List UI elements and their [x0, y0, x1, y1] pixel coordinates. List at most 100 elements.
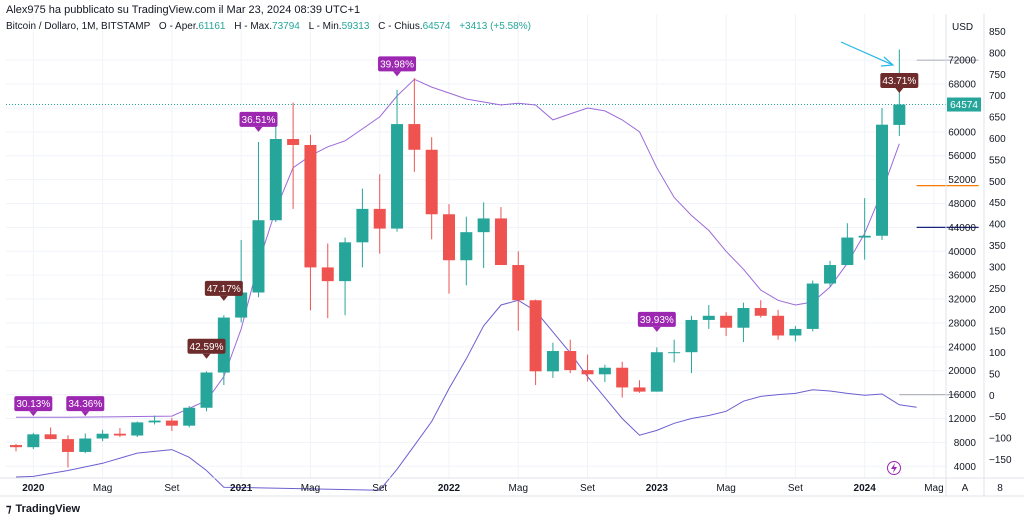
candle-body [27, 434, 40, 448]
candle-body [339, 242, 352, 282]
percent-label-text: 47.17% [207, 284, 241, 295]
candle [96, 429, 109, 442]
price-tick-label: 68000 [948, 80, 976, 91]
percent-label-box [378, 56, 417, 72]
candle-body [304, 144, 317, 268]
secondary-tick-label: −150 [989, 455, 1012, 466]
candle-body [668, 352, 681, 354]
secondary-tick-label: 150 [989, 327, 1006, 338]
candle-body [443, 214, 455, 261]
price-tick-label: 20000 [948, 366, 976, 377]
percent-label-pointer [202, 353, 211, 359]
candle-body [408, 124, 421, 150]
candle [876, 107, 888, 240]
candle [165, 417, 178, 432]
candle [356, 188, 369, 268]
candle [650, 347, 663, 392]
price-tick-label: 4000 [954, 462, 977, 473]
secondary-tick-label: 50 [989, 369, 1001, 380]
candle-body [633, 387, 646, 392]
secondary-tick-label: 700 [989, 91, 1006, 102]
candle [200, 371, 213, 412]
candle [148, 415, 161, 425]
price-tick-label: 36000 [948, 271, 976, 282]
open-label: O - Aper. [158, 21, 199, 32]
candle [113, 428, 126, 438]
candle-body [165, 420, 178, 426]
percent-label: 43.71% [880, 73, 919, 94]
current-price-text: 64574 [950, 100, 978, 111]
candle [633, 380, 646, 393]
percent-label-box [880, 73, 919, 89]
candle [44, 427, 57, 440]
candle [529, 299, 542, 386]
secondary-tick-label: 200 [989, 305, 1006, 316]
x-tick-label: 2024 [854, 483, 877, 494]
candle [27, 432, 40, 449]
candle-body [893, 104, 906, 125]
secondary-tick-label: 0 [989, 391, 995, 402]
candle-body [564, 351, 577, 371]
candle-body [235, 292, 248, 318]
secondary-tick-label: 250 [989, 284, 1006, 295]
price-tick-label: 24000 [948, 342, 976, 353]
percent-label-pointer [254, 126, 263, 132]
candle-body [772, 315, 785, 336]
x-tick-label: 2023 [646, 483, 669, 494]
percent-label: 34.36% [66, 396, 105, 417]
candle-body [477, 218, 490, 233]
candle-body [858, 235, 871, 238]
price-tick-label: 40000 [948, 247, 976, 258]
percent-label-box [637, 311, 676, 327]
candle [702, 305, 715, 329]
log-scale-button[interactable]: 8 [997, 483, 1003, 494]
auto-scale-button[interactable]: A [962, 483, 969, 494]
candle [616, 361, 629, 398]
price-tick-label: 16000 [948, 390, 976, 401]
candle [10, 443, 22, 452]
candle [772, 309, 785, 340]
secondary-tick-label: 650 [989, 113, 1006, 124]
candle [581, 354, 594, 382]
candle-body [841, 237, 854, 266]
arrow-shaft [840, 41, 894, 66]
candle [252, 141, 265, 298]
secondary-tick-label: 400 [989, 220, 1006, 231]
candle-body [581, 370, 594, 375]
candle-body [148, 420, 161, 423]
candle-body [737, 308, 750, 328]
x-tick-label: Mag [509, 483, 528, 494]
brand-name: TradingView [15, 503, 81, 515]
candle [269, 121, 282, 223]
price-tick-label: 56000 [948, 151, 976, 162]
secondary-tick-label: 800 [989, 48, 1006, 59]
low-label: L - Min. [308, 21, 342, 32]
open-value: 61161 [198, 21, 226, 32]
candle-body [131, 422, 144, 436]
candle-body [494, 218, 507, 266]
percent-label-box [187, 338, 226, 354]
candle [598, 364, 611, 383]
tradingview-brand[interactable]: ⁊ TradingView [6, 502, 80, 515]
candle-body [789, 328, 802, 336]
price-tick-label: 44000 [948, 223, 976, 234]
candle-body [806, 283, 819, 329]
candle [131, 421, 144, 438]
candle-body [391, 124, 404, 229]
candle-body [113, 433, 126, 436]
candle [391, 90, 404, 232]
candle-body [616, 367, 629, 388]
candle [494, 207, 507, 266]
x-tick-label: Set [372, 483, 387, 494]
candle-body [287, 139, 300, 145]
candle-body [720, 315, 733, 328]
candle [373, 174, 386, 254]
arrow-head [880, 56, 895, 67]
lightning-icon[interactable] [887, 461, 901, 475]
percent-label-text: 39.98% [380, 59, 414, 70]
x-tick-label: 2020 [22, 483, 45, 494]
candle [737, 302, 750, 343]
price-tick-label: 60000 [948, 127, 976, 138]
tradingview-logo-icon: ⁊ [6, 503, 12, 515]
